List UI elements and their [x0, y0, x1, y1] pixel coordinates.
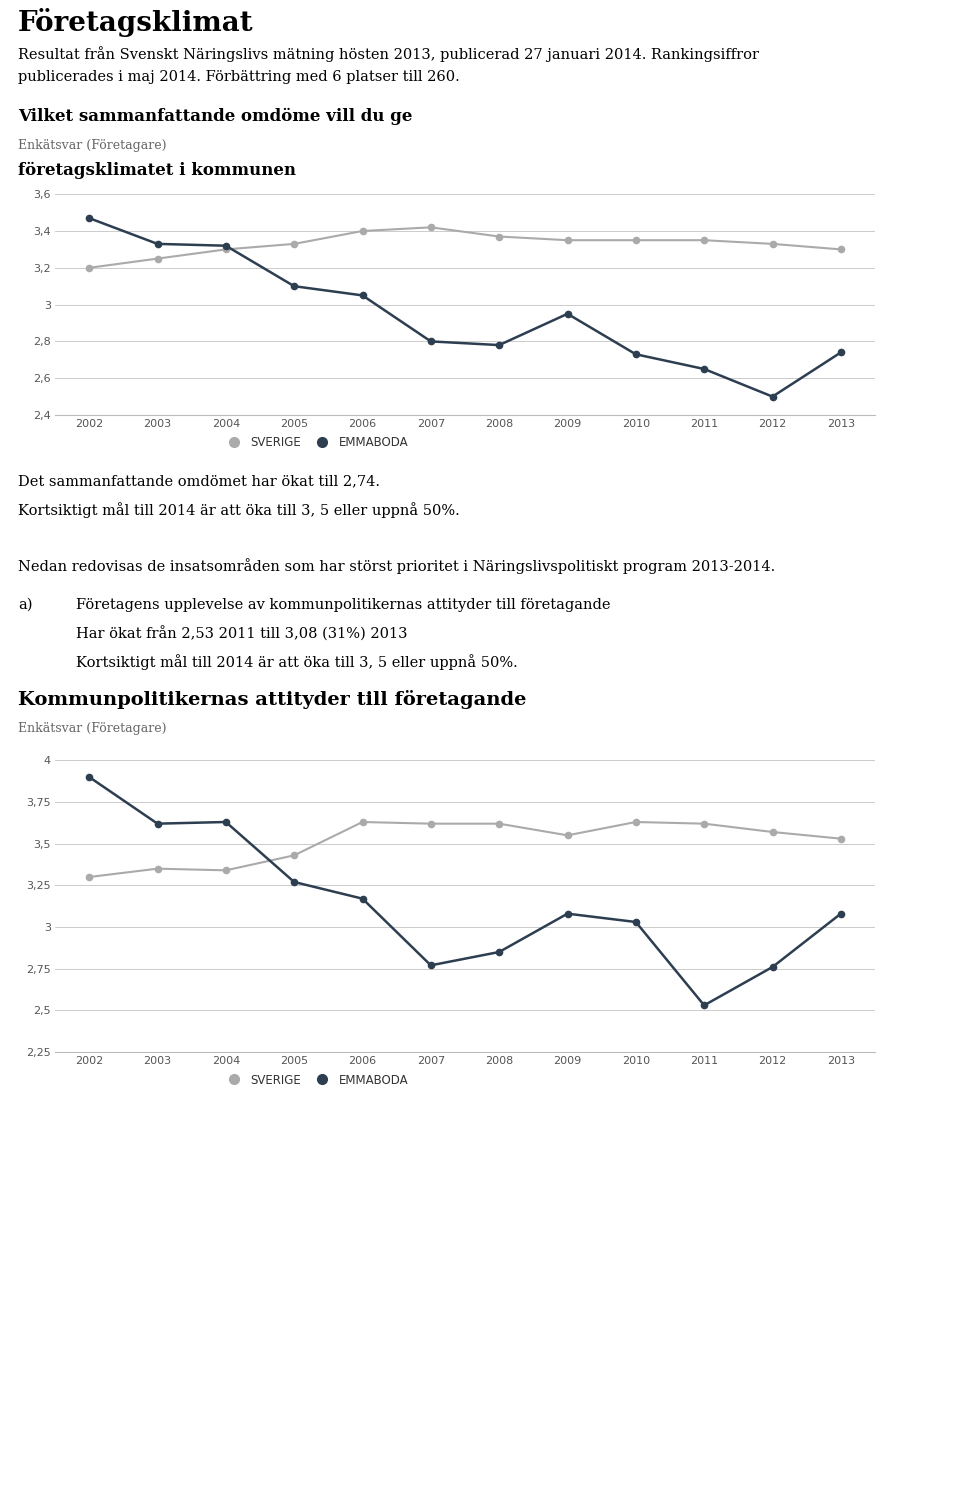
Text: Nedan redovisas de insatsområden som har störst prioritet i Näringslivspolitiskt: Nedan redovisas de insatsområden som har… — [18, 558, 776, 573]
Legend: SVERIGE, EMMABODA: SVERIGE, EMMABODA — [217, 432, 413, 454]
Text: Det sammanfattande omdömet har ökat till 2,74.: Det sammanfattande omdömet har ökat till… — [18, 475, 380, 488]
Text: Företagens upplevelse av kommunpolitikernas attityder till företagande: Företagens upplevelse av kommunpolitiker… — [77, 599, 611, 612]
Text: Vilket sammanfattande omdöme vill du ge: Vilket sammanfattande omdöme vill du ge — [18, 109, 413, 125]
Text: Enkätsvar (Företagare): Enkätsvar (Företagare) — [18, 722, 166, 736]
Text: Kortsiktigt mål till 2014 är att öka till 3, 5 eller uppnå 50%.: Kortsiktigt mål till 2014 är att öka til… — [18, 502, 460, 518]
Text: Har ökat från 2,53 2011 till 3,08 (31%) 2013: Har ökat från 2,53 2011 till 3,08 (31%) … — [77, 625, 408, 642]
Legend: SVERIGE, EMMABODA: SVERIGE, EMMABODA — [217, 1069, 413, 1091]
Text: Kommunpolitikernas attityder till företagande: Kommunpolitikernas attityder till företa… — [18, 689, 526, 709]
Text: Enkätsvar (Företagare): Enkätsvar (Företagare) — [18, 140, 166, 152]
Text: Resultat från Svenskt Näringslivs mätning hösten 2013, publicerad 27 januari 201: Resultat från Svenskt Näringslivs mätnin… — [18, 46, 759, 63]
Text: publicerades i maj 2014. Förbättring med 6 platser till 260.: publicerades i maj 2014. Förbättring med… — [18, 70, 460, 83]
Text: Företagsklimat: Företagsklimat — [18, 7, 253, 37]
Text: a): a) — [18, 599, 33, 612]
Text: Kortsiktigt mål till 2014 är att öka till 3, 5 eller uppnå 50%.: Kortsiktigt mål till 2014 är att öka til… — [77, 654, 518, 670]
Text: företagsklimatet i kommunen: företagsklimatet i kommunen — [18, 162, 296, 179]
